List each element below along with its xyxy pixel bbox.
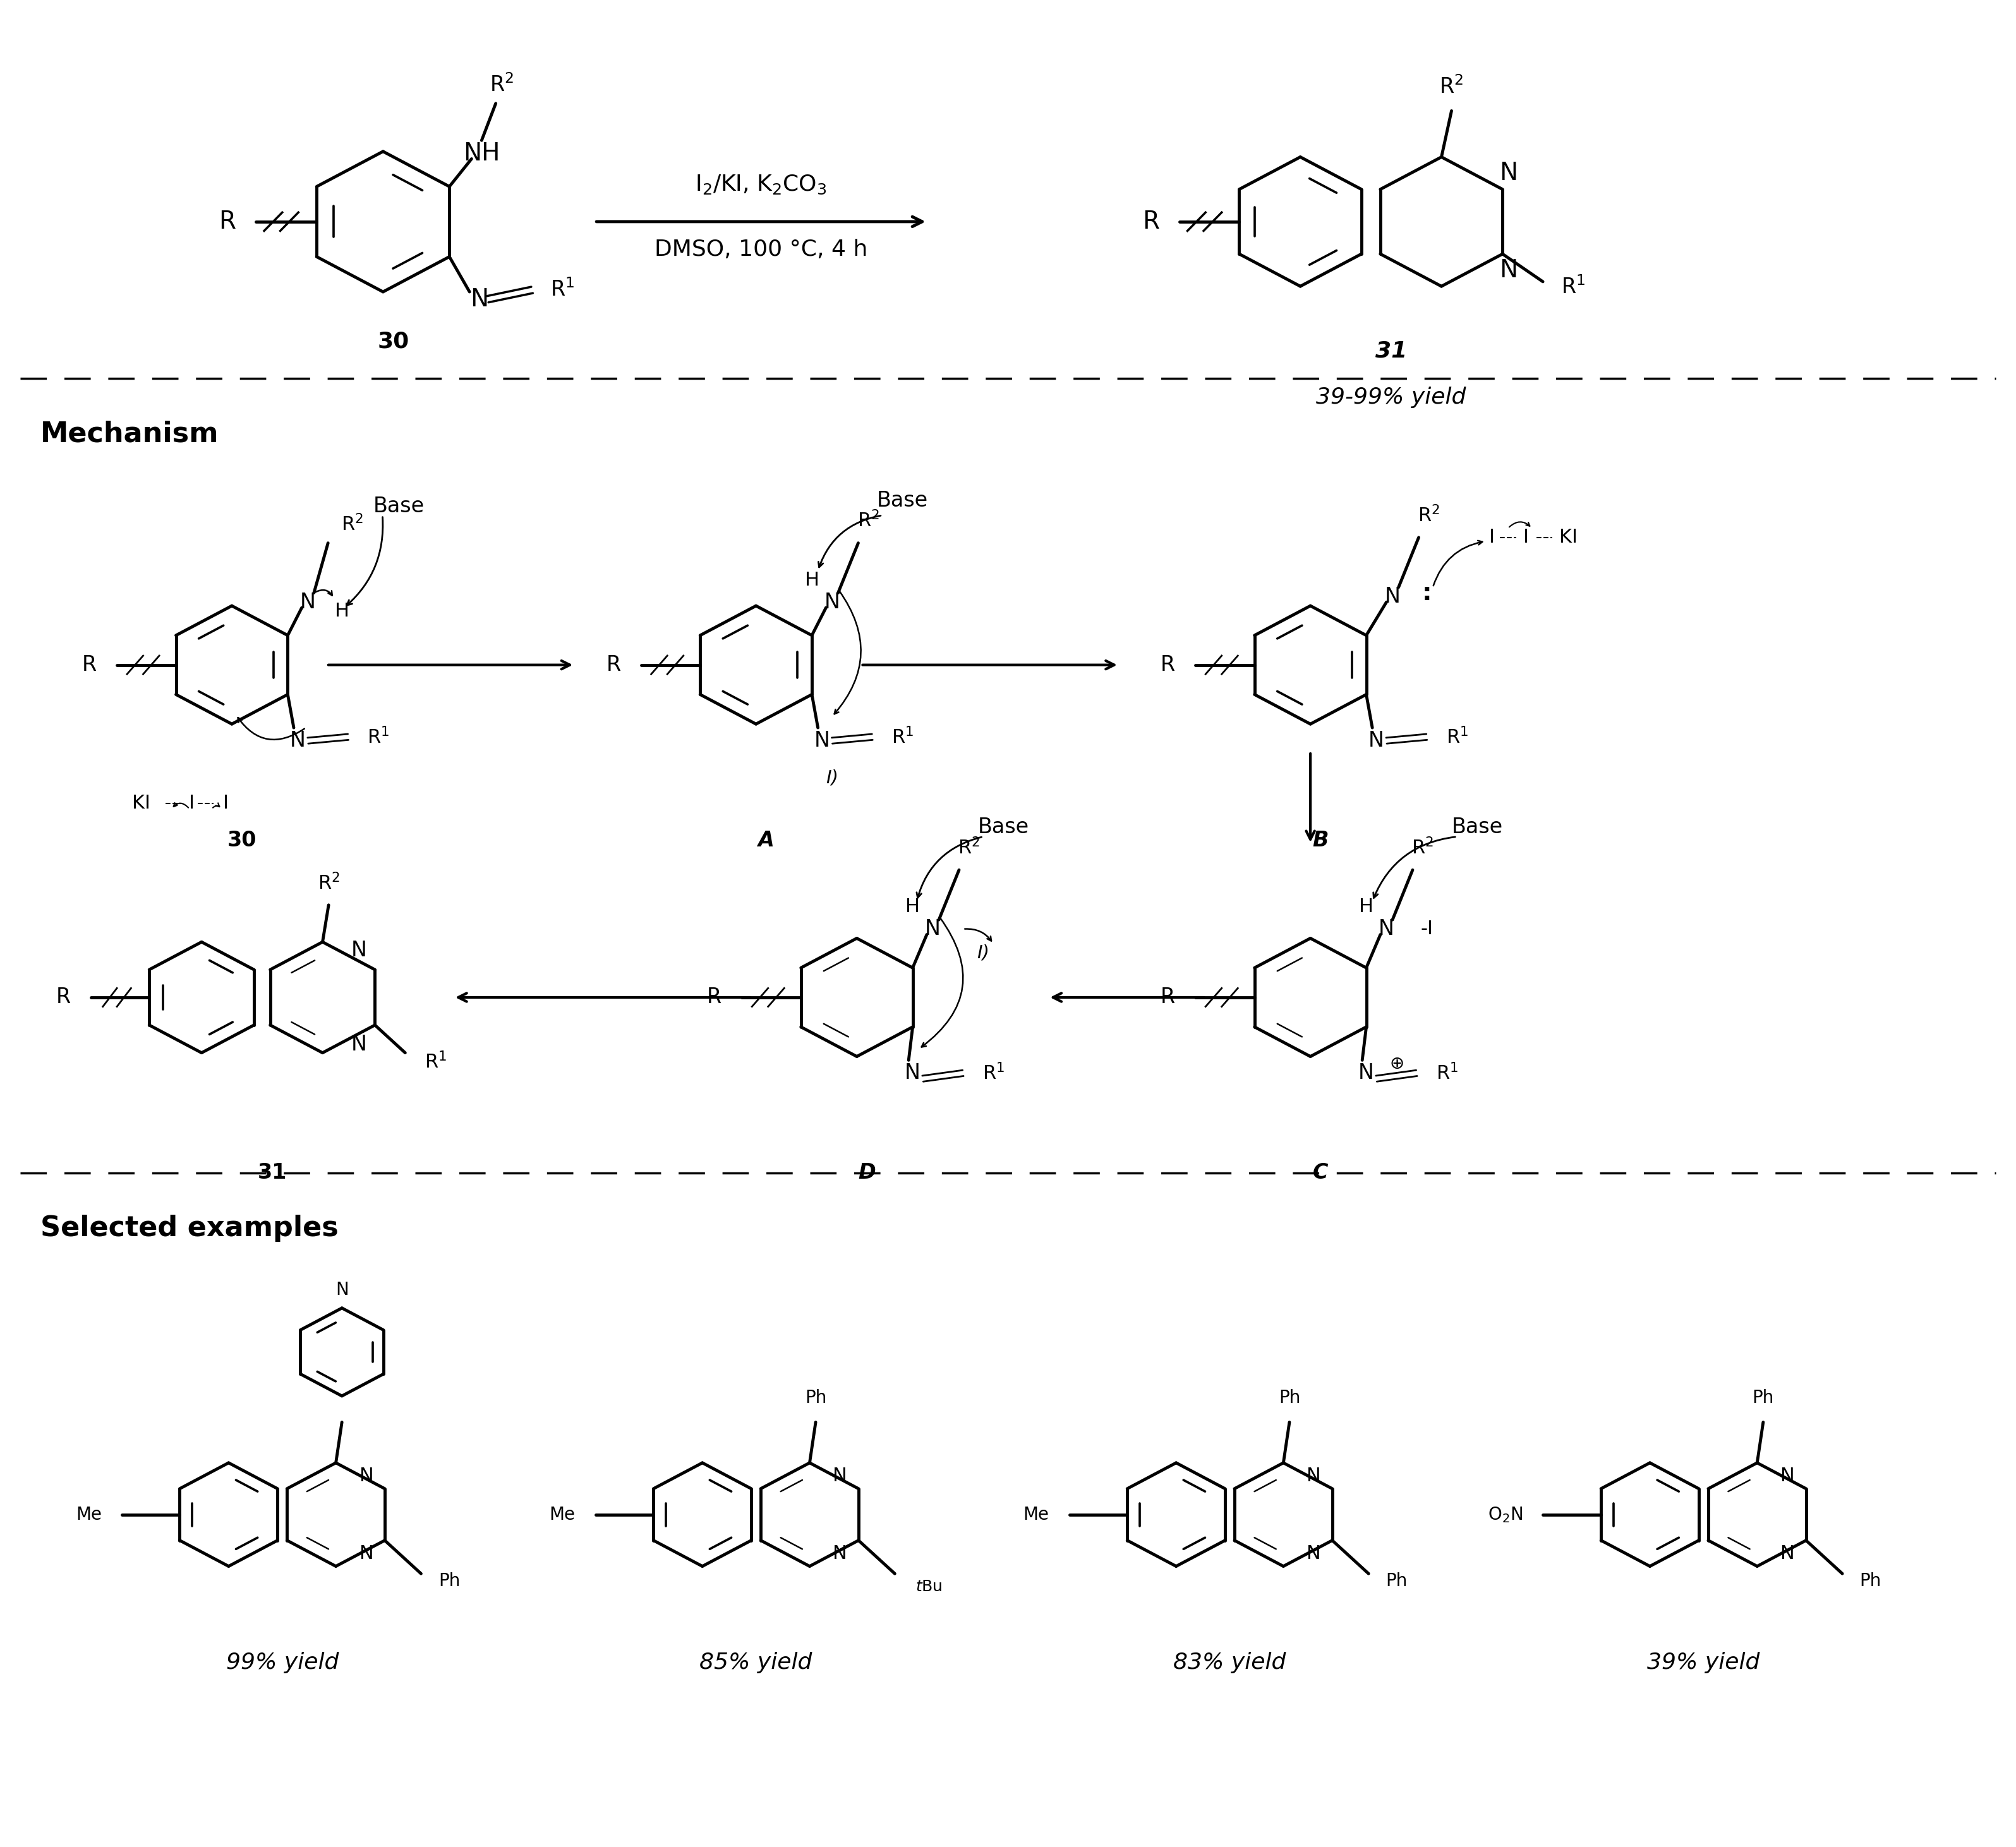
Text: Me: Me bbox=[77, 1505, 101, 1524]
Text: R: R bbox=[1161, 986, 1175, 1008]
Text: N: N bbox=[1780, 1544, 1794, 1563]
Text: R$^1$: R$^1$ bbox=[550, 279, 575, 301]
Text: N: N bbox=[1385, 585, 1401, 608]
Text: Ph: Ph bbox=[1385, 1572, 1407, 1590]
Text: R: R bbox=[220, 211, 236, 233]
Text: D: D bbox=[859, 1162, 875, 1184]
Text: I: I bbox=[224, 794, 228, 813]
Text: Base: Base bbox=[1452, 816, 1502, 839]
Text: Base: Base bbox=[373, 495, 423, 517]
Text: Ph: Ph bbox=[1752, 1389, 1774, 1407]
Text: NH: NH bbox=[464, 142, 500, 164]
Text: A: A bbox=[758, 829, 774, 851]
Text: $t$Bu: $t$Bu bbox=[915, 1579, 943, 1594]
Text: R: R bbox=[1161, 654, 1175, 676]
Text: 30: 30 bbox=[228, 829, 256, 851]
Text: R$^2$: R$^2$ bbox=[1411, 837, 1433, 859]
Text: H: H bbox=[335, 602, 349, 621]
Text: -I: -I bbox=[1421, 920, 1433, 938]
Text: N: N bbox=[814, 730, 831, 752]
Text: 31: 31 bbox=[258, 1162, 286, 1184]
Text: I: I bbox=[1524, 528, 1528, 547]
Text: I): I) bbox=[827, 768, 839, 787]
Text: H: H bbox=[1359, 898, 1373, 916]
Text: R$^1$: R$^1$ bbox=[982, 1062, 1004, 1084]
Text: KI: KI bbox=[131, 794, 151, 813]
Text: N: N bbox=[359, 1544, 373, 1563]
Text: R$^2$: R$^2$ bbox=[490, 74, 514, 96]
Text: N: N bbox=[833, 1467, 847, 1485]
Text: N: N bbox=[1359, 1062, 1375, 1084]
Text: N: N bbox=[359, 1467, 373, 1485]
Text: R: R bbox=[708, 986, 722, 1008]
Text: N: N bbox=[300, 591, 317, 613]
Text: Base: Base bbox=[877, 489, 927, 512]
Text: I: I bbox=[190, 794, 194, 813]
Text: R$^1$: R$^1$ bbox=[1560, 277, 1585, 297]
Text: R$^1$: R$^1$ bbox=[1435, 1062, 1458, 1084]
Text: O$_2$N: O$_2$N bbox=[1488, 1505, 1522, 1524]
Text: Ph: Ph bbox=[804, 1389, 827, 1407]
Text: 85% yield: 85% yield bbox=[700, 1651, 812, 1673]
Text: Base: Base bbox=[978, 816, 1028, 839]
Text: 39% yield: 39% yield bbox=[1647, 1651, 1760, 1673]
Text: R$^2$: R$^2$ bbox=[319, 872, 339, 894]
Text: N: N bbox=[351, 940, 367, 960]
Text: R$^1$: R$^1$ bbox=[1445, 726, 1468, 748]
Text: N: N bbox=[1780, 1467, 1794, 1485]
Text: $\oplus$: $\oplus$ bbox=[1389, 1055, 1403, 1073]
Text: N: N bbox=[335, 1280, 349, 1298]
Text: Ph: Ph bbox=[1859, 1572, 1881, 1590]
Text: Me: Me bbox=[550, 1505, 575, 1524]
Text: R$^2$: R$^2$ bbox=[958, 837, 980, 859]
Text: R$^2$: R$^2$ bbox=[1439, 76, 1464, 98]
Text: I): I) bbox=[978, 944, 990, 962]
Text: H: H bbox=[804, 571, 818, 589]
Text: 31: 31 bbox=[1375, 340, 1407, 362]
Text: R$^1$: R$^1$ bbox=[423, 1051, 446, 1073]
Text: R: R bbox=[83, 654, 97, 676]
Text: N: N bbox=[905, 1062, 921, 1084]
Text: Ph: Ph bbox=[1278, 1389, 1300, 1407]
Text: N: N bbox=[1306, 1544, 1320, 1563]
Text: I$_2$/KI, K$_2$CO$_3$: I$_2$/KI, K$_2$CO$_3$ bbox=[696, 174, 827, 196]
Text: :: : bbox=[1421, 582, 1431, 604]
Text: 39-99% yield: 39-99% yield bbox=[1316, 386, 1466, 408]
Text: N: N bbox=[1369, 730, 1385, 752]
Text: R: R bbox=[1143, 211, 1159, 233]
Text: N: N bbox=[290, 730, 306, 752]
Text: 30: 30 bbox=[377, 331, 409, 353]
Text: DMSO, 100 °C, 4 h: DMSO, 100 °C, 4 h bbox=[655, 238, 867, 260]
Text: R$^1$: R$^1$ bbox=[367, 726, 389, 748]
Text: I: I bbox=[1490, 528, 1494, 547]
Text: N: N bbox=[925, 918, 941, 940]
Text: N: N bbox=[470, 288, 488, 310]
Text: R: R bbox=[607, 654, 621, 676]
Text: R$^2$: R$^2$ bbox=[857, 510, 879, 532]
Text: 83% yield: 83% yield bbox=[1173, 1651, 1286, 1673]
Text: R: R bbox=[56, 986, 71, 1008]
Text: Ph: Ph bbox=[437, 1572, 460, 1590]
Text: 99% yield: 99% yield bbox=[226, 1651, 339, 1673]
Text: R$^2$: R$^2$ bbox=[341, 513, 363, 536]
Text: N: N bbox=[1306, 1467, 1320, 1485]
Text: KI: KI bbox=[1558, 528, 1579, 547]
Text: B: B bbox=[1312, 829, 1329, 851]
Text: Selected examples: Selected examples bbox=[40, 1215, 339, 1241]
Text: C: C bbox=[1312, 1162, 1329, 1184]
Text: N: N bbox=[833, 1544, 847, 1563]
Text: N: N bbox=[1500, 161, 1518, 185]
Text: Me: Me bbox=[1024, 1505, 1048, 1524]
Text: R$^2$: R$^2$ bbox=[1417, 504, 1439, 526]
Text: N: N bbox=[351, 1034, 367, 1055]
Text: N: N bbox=[825, 591, 841, 613]
Text: R$^1$: R$^1$ bbox=[891, 726, 913, 748]
Text: N: N bbox=[1379, 918, 1395, 940]
Text: N: N bbox=[1500, 259, 1518, 283]
Text: Mechanism: Mechanism bbox=[40, 421, 220, 447]
Text: H: H bbox=[905, 898, 919, 916]
